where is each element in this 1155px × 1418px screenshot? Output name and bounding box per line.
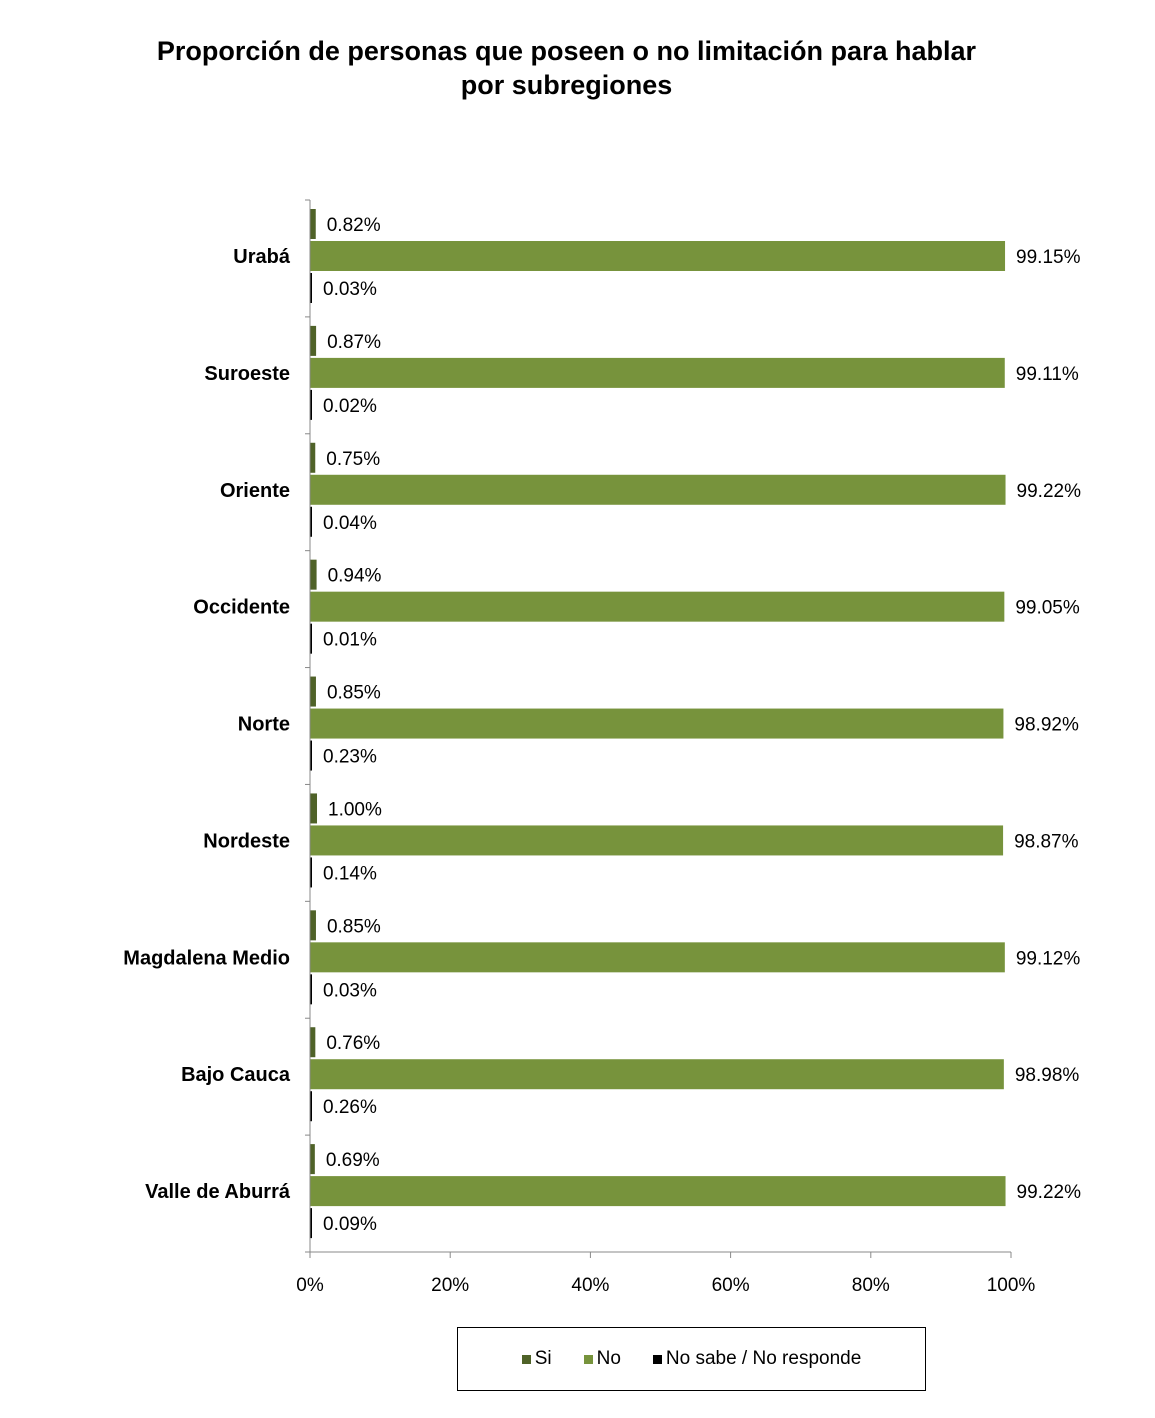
bar-si	[310, 559, 317, 590]
data-label: 98.87%	[1014, 831, 1079, 852]
data-label: 0.04%	[323, 513, 377, 534]
category-label: Urabá	[233, 246, 291, 268]
bar-si	[310, 209, 316, 239]
bar-si	[310, 910, 316, 941]
data-label: 0.03%	[323, 980, 377, 1001]
legend-label: Si	[534, 1348, 552, 1369]
x-tick-label: 100%	[987, 1275, 1036, 1296]
bars-layer	[310, 209, 1006, 1239]
data-label: 0.14%	[323, 863, 377, 884]
legend-swatch	[652, 1354, 662, 1364]
data-label: 0.02%	[323, 396, 377, 417]
bar-no	[310, 1059, 1004, 1090]
bar-no-sabe-no-responde	[310, 1091, 312, 1122]
bar-si	[310, 1027, 316, 1058]
data-label: 1.00%	[328, 799, 382, 820]
data-label: 0.94%	[328, 566, 382, 587]
legend-label: No sabe / No responde	[665, 1348, 862, 1369]
data-label: 0.75%	[326, 449, 380, 470]
bar-no	[310, 825, 1004, 856]
axis-layer: 0% 20% 40% 60% 80% 100%	[296, 199, 1036, 1296]
data-label: 98.98%	[1015, 1065, 1080, 1086]
data-label: 99.15%	[1016, 247, 1081, 268]
data-label: 99.22%	[1017, 481, 1082, 502]
bar-si	[310, 1144, 315, 1175]
data-label: 0.85%	[327, 916, 381, 937]
labels-layer: Urabá 0.82% 99.15% 0.03% Suroeste 0.87% 99.11%…	[123, 215, 1081, 1235]
data-label: 99.22%	[1017, 1182, 1082, 1203]
legend-item: No	[583, 1348, 621, 1370]
chart-title-line-2: por subregiones	[460, 70, 673, 100]
chart-title-line-1: Proporción de personas que poseen o no l…	[156, 36, 977, 66]
bar-no	[310, 1176, 1006, 1207]
bar-no-sabe-no-responde	[310, 974, 312, 1005]
data-label: 0.03%	[323, 279, 377, 300]
bar-si	[310, 442, 316, 473]
category-label: Oriente	[220, 480, 290, 502]
legend-item: Si	[521, 1348, 552, 1370]
x-tick-label: 60%	[712, 1275, 750, 1296]
bar-no-sabe-no-responde	[310, 857, 312, 888]
bar-no-sabe-no-responde	[310, 273, 312, 303]
data-label: 0.26%	[323, 1097, 377, 1118]
bar-no-sabe-no-responde	[310, 1208, 312, 1239]
bar-no	[310, 942, 1005, 973]
chart-title: Proporción de personas que poseen o no l…	[0, 34, 1133, 102]
legend-label: No	[596, 1348, 621, 1369]
data-label: 99.12%	[1016, 948, 1081, 969]
category-label: Nordeste	[203, 830, 290, 852]
legend-swatch	[583, 1354, 593, 1364]
data-label: 0.69%	[326, 1150, 380, 1171]
category-label: Occidente	[193, 597, 290, 619]
bar-no	[310, 474, 1006, 505]
x-tick-label: 80%	[852, 1275, 890, 1296]
bar-no	[310, 357, 1005, 388]
bar-no	[310, 241, 1006, 271]
bar-no-sabe-no-responde	[310, 389, 312, 420]
data-label: 0.82%	[327, 215, 381, 236]
data-label: 0.01%	[323, 630, 377, 651]
bar-si	[310, 793, 318, 824]
bar-no-sabe-no-responde	[310, 740, 312, 771]
x-tick-label: 40%	[571, 1275, 609, 1296]
data-label: 98.92%	[1014, 715, 1079, 736]
category-label: Magdalena Medio	[123, 947, 290, 969]
x-tick-label: 0%	[296, 1275, 324, 1296]
bar-no	[310, 591, 1005, 622]
bar-no-sabe-no-responde	[310, 506, 312, 537]
bar-no	[310, 708, 1004, 739]
data-label: 0.87%	[327, 332, 381, 353]
legend: Si No No sabe / No responde	[457, 1327, 926, 1391]
legend-item: No sabe / No responde	[652, 1348, 862, 1370]
category-label: Bajo Cauca	[181, 1064, 291, 1086]
bar-si	[310, 676, 316, 707]
category-label: Suroeste	[204, 363, 290, 385]
bar-no-sabe-no-responde	[310, 623, 312, 654]
data-label: 0.23%	[323, 747, 377, 768]
data-label: 99.11%	[1016, 364, 1079, 385]
x-tick-label: 20%	[431, 1275, 469, 1296]
data-label: 0.09%	[323, 1214, 377, 1235]
data-label: 0.85%	[327, 683, 381, 704]
category-label: Valle de Aburrá	[145, 1181, 291, 1203]
bar-si	[310, 325, 317, 356]
legend-swatch	[521, 1354, 531, 1364]
data-label: 99.05%	[1015, 598, 1080, 619]
data-label: 0.76%	[326, 1033, 380, 1054]
category-label: Norte	[238, 714, 290, 736]
